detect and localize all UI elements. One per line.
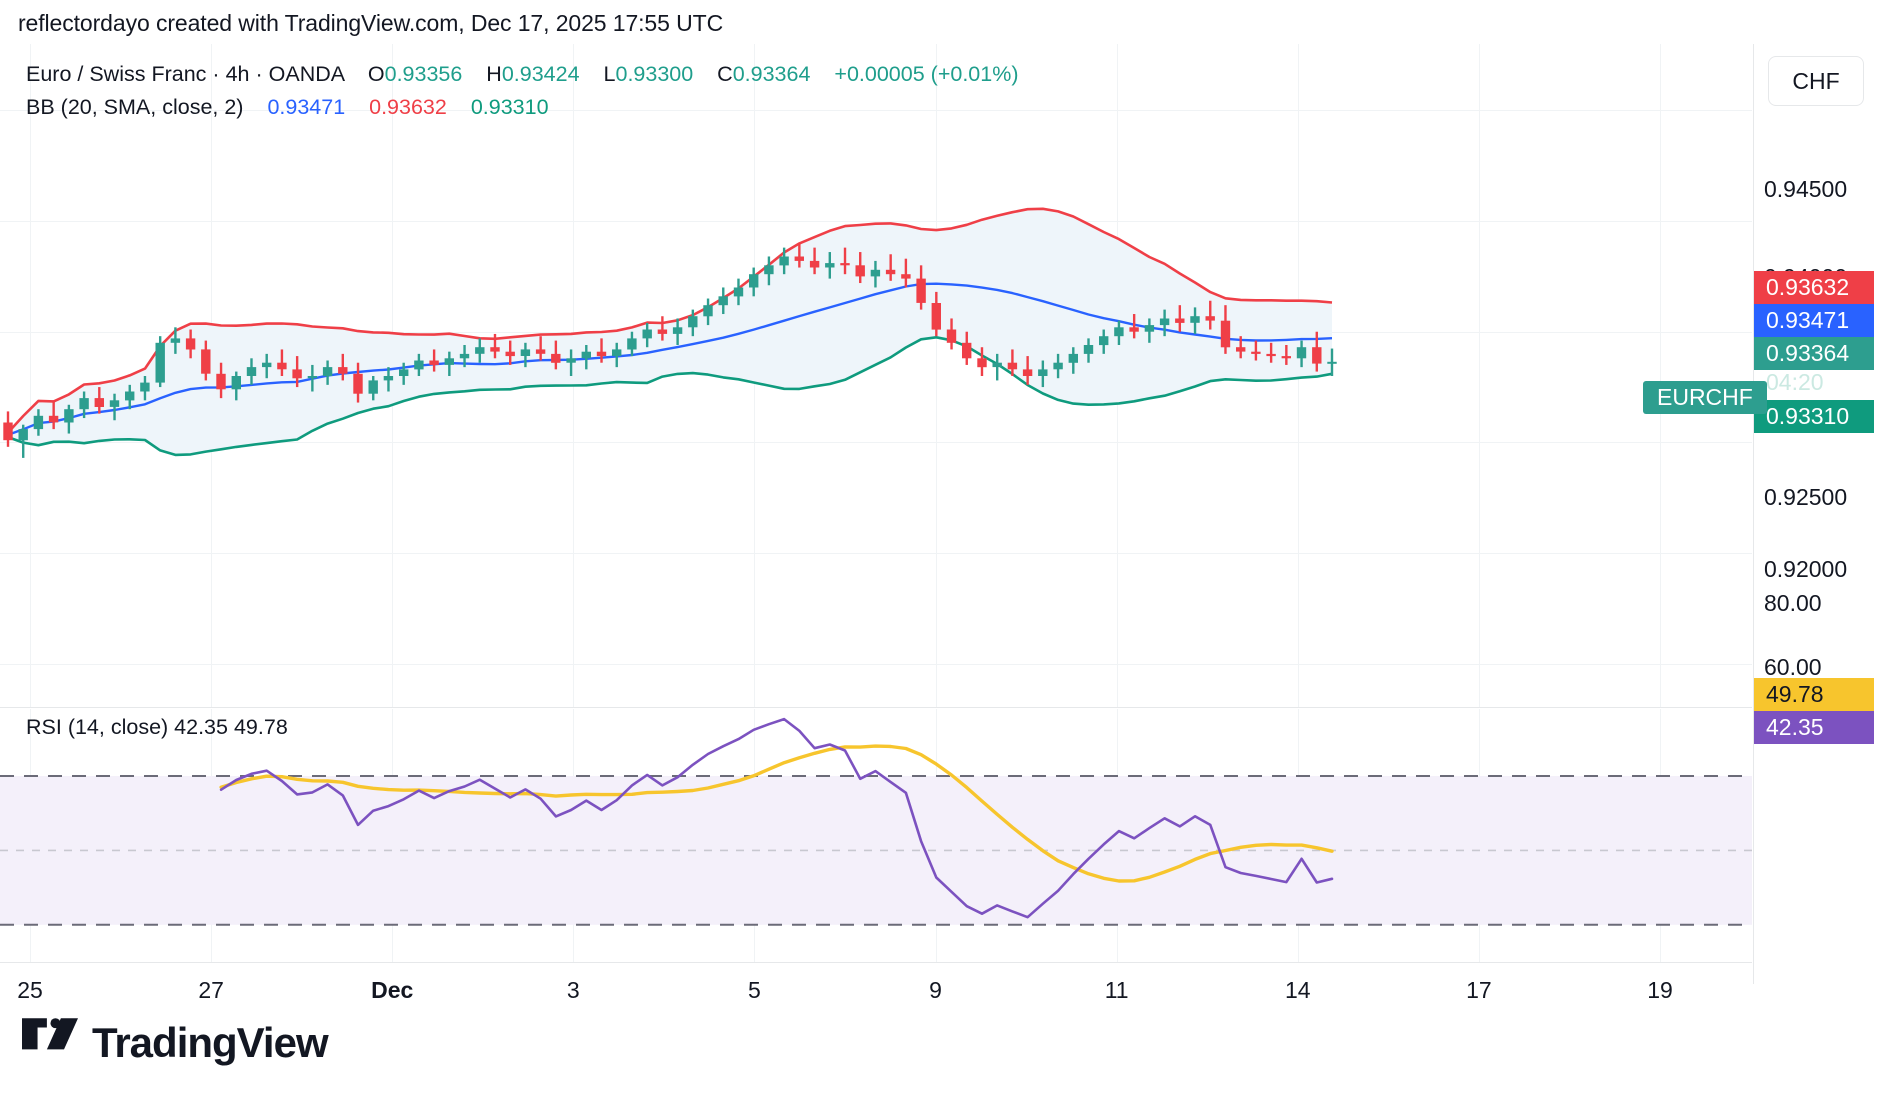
price-tick-0: 0.94500: [1764, 176, 1848, 202]
time-label-6: 11: [1104, 977, 1129, 1003]
time-label-2: Dec: [371, 977, 414, 1003]
badge-bb-upper[interactable]: 0.93632: [1754, 271, 1874, 304]
symbol-tag[interactable]: EURCHF: [1643, 381, 1767, 414]
attribution-text: reflectordayo created with TradingView.c…: [18, 10, 724, 36]
time-label-1: 27: [198, 977, 224, 1003]
rsi-tick-1: 60.00: [1764, 654, 1822, 680]
badge-rsi[interactable]: 42.35: [1754, 711, 1874, 744]
tradingview-logo-icon: [22, 1018, 78, 1067]
time-label-4: 5: [748, 977, 761, 1003]
badge-last-price[interactable]: 0.93364: [1754, 337, 1874, 370]
badge-bb-basis[interactable]: 0.93471: [1754, 304, 1874, 337]
price-tick-2: 0.92500: [1764, 484, 1848, 510]
price-tick-3: 0.92000: [1764, 556, 1848, 582]
time-label-7: 14: [1284, 977, 1311, 1003]
rsi-tick-0: 80.00: [1764, 590, 1822, 616]
tradingview-wordmark: TradingView: [92, 1018, 329, 1066]
price-axis[interactable]: CHF 0.94500 0.94000 0.92500 0.92000 0.93…: [1753, 44, 1878, 984]
time-label-9: 19: [1647, 977, 1673, 1003]
time-label-8: 17: [1466, 977, 1492, 1003]
currency-pill[interactable]: CHF: [1768, 56, 1864, 106]
rsi-pane[interactable]: RSI (14, close) 42.35 49.78: [0, 709, 1752, 962]
price-pane[interactable]: Euro / Swiss Franc · 4h · OANDA O0.93356…: [0, 44, 1752, 708]
chart-frame[interactable]: Euro / Swiss Franc · 4h · OANDA O0.93356…: [0, 44, 1752, 1003]
badge-rsi-ma[interactable]: 49.78: [1754, 678, 1874, 711]
footer: TradingView: [22, 1018, 329, 1067]
rsi-plot: [0, 709, 1752, 962]
price-plot: [0, 44, 1752, 707]
time-axis[interactable]: 25 27 Dec 3 5 9 11 14 17 19: [0, 962, 1752, 1020]
time-label-0: 25: [17, 977, 43, 1003]
badge-countdown: 04:20: [1766, 369, 1824, 395]
time-label-3: 3: [566, 977, 580, 1003]
badge-bb-lower[interactable]: 0.93310: [1754, 400, 1874, 433]
time-label-5: 9: [929, 977, 942, 1003]
